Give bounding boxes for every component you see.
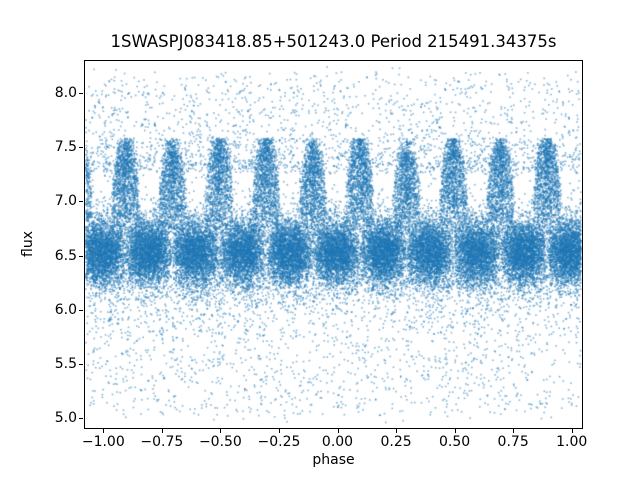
x-axis-label: phase <box>312 452 355 468</box>
x-tick-label: −0.25 <box>257 434 301 450</box>
x-tick-label: −0.50 <box>198 434 242 450</box>
x-tick-label: −0.75 <box>140 434 184 450</box>
y-axis-label: flux <box>20 231 36 257</box>
x-tick-mark <box>220 429 222 433</box>
y-tick-label: 6.5 <box>54 247 77 264</box>
x-tick-mark <box>337 429 339 433</box>
y-tick-mark <box>79 201 83 203</box>
x-tick-mark <box>103 429 105 433</box>
x-tick-label: 0.50 <box>439 434 471 450</box>
x-tick-mark <box>454 429 456 433</box>
x-tick-mark <box>571 429 573 433</box>
y-tick-mark <box>79 147 83 149</box>
y-tick-label: 6.0 <box>54 301 77 318</box>
y-tick-mark <box>79 363 83 365</box>
y-tick-label: 7.5 <box>54 139 77 156</box>
x-tick-mark <box>513 429 515 433</box>
y-tick-label: 5.0 <box>54 410 77 426</box>
y-tick-mark <box>79 309 83 311</box>
y-tick-label: 7.0 <box>54 193 77 210</box>
y-tick-mark <box>79 93 83 94</box>
x-tick-label: 1.00 <box>556 434 588 450</box>
y-tick-mark <box>79 418 83 419</box>
x-tick-label: 0.25 <box>380 434 412 450</box>
x-tick-label: 0.00 <box>321 434 354 450</box>
x-tick-label: −1.00 <box>81 434 125 450</box>
chart-title: 1SWASPJ083418.85+501243.0 Period 215491.… <box>110 32 557 51</box>
x-tick-mark <box>161 429 163 433</box>
plot-area <box>84 60 583 429</box>
scatter-points-canvas <box>85 61 582 428</box>
x-tick-label: 0.75 <box>497 434 529 450</box>
y-tick-label: 5.5 <box>54 355 77 372</box>
x-tick-mark <box>396 429 398 433</box>
y-tick-label: 8.0 <box>54 85 77 101</box>
x-tick-mark <box>278 429 280 433</box>
y-tick-mark <box>79 255 83 257</box>
